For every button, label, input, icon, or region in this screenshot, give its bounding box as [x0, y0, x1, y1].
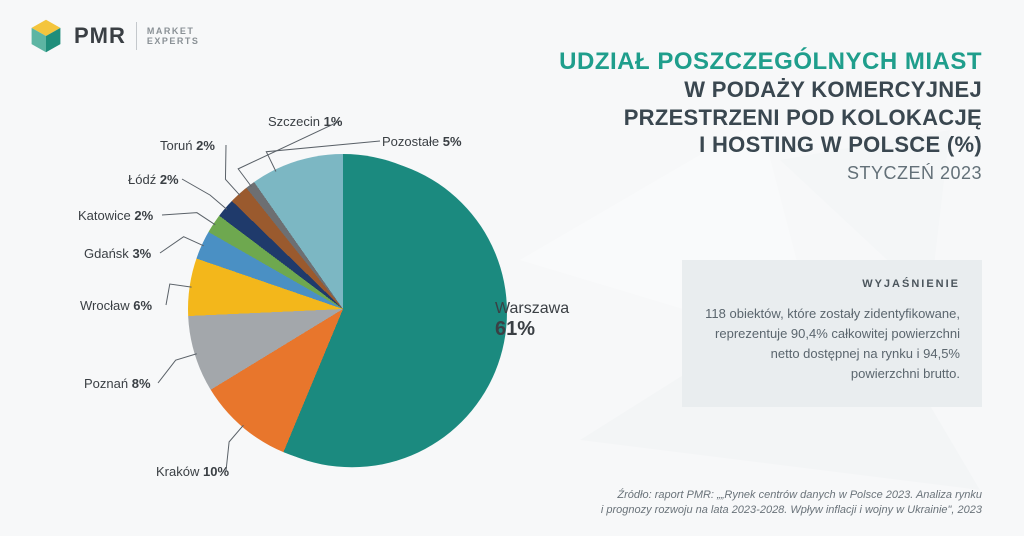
logo: PMR MARKET EXPERTS [28, 18, 199, 54]
title-block: UDZIAŁ POSZCZEGÓLNYCH MIAST W PODAŻY KOM… [559, 48, 982, 184]
pie-chart: Kraków 10% Poznań 8% Wrocław 6% Gdańsk 3… [40, 100, 560, 500]
cube-icon [28, 18, 64, 54]
label-lodz: Łódź 2% [128, 172, 179, 187]
label-krakow: Kraków 10% [156, 464, 229, 479]
title-line3: PRZESTRZENI POD KOLOKACJĘ [559, 104, 982, 132]
note-heading: WYJAŚNIENIE [704, 278, 960, 290]
title-line1: UDZIAŁ POSZCZEGÓLNYCH MIAST [559, 48, 982, 76]
note-box: WYJAŚNIENIE 118 obiektów, które zostały … [682, 260, 982, 407]
source-text: Źródło: raport PMR: „„Rynek centrów dany… [601, 488, 982, 518]
label-poznan: Poznań 8% [84, 376, 151, 391]
logo-subtitle: MARKET EXPERTS [147, 26, 200, 47]
note-body: 118 obiektów, które zostały zidentyfikow… [704, 304, 960, 385]
title-line2: W PODAŻY KOMERCYJNEJ [559, 76, 982, 104]
label-warszawa: Warszawa61% [495, 300, 569, 341]
label-katowice: Katowice 2% [78, 208, 153, 223]
label-gdansk: Gdańsk 3% [84, 246, 151, 261]
label-pozostale: Pozostałe 5% [382, 134, 462, 149]
label-szczecin: Szczecin 1% [268, 114, 342, 129]
label-torun: Toruń 2% [160, 138, 215, 153]
logo-brand: PMR [74, 23, 126, 49]
logo-divider [136, 22, 137, 50]
label-wroclaw: Wrocław 6% [80, 298, 152, 313]
pie-main-slice [197, 157, 507, 467]
title-date: STYCZEŃ 2023 [559, 163, 982, 184]
title-line4: I HOSTING W POLSCE (%) [559, 131, 982, 159]
